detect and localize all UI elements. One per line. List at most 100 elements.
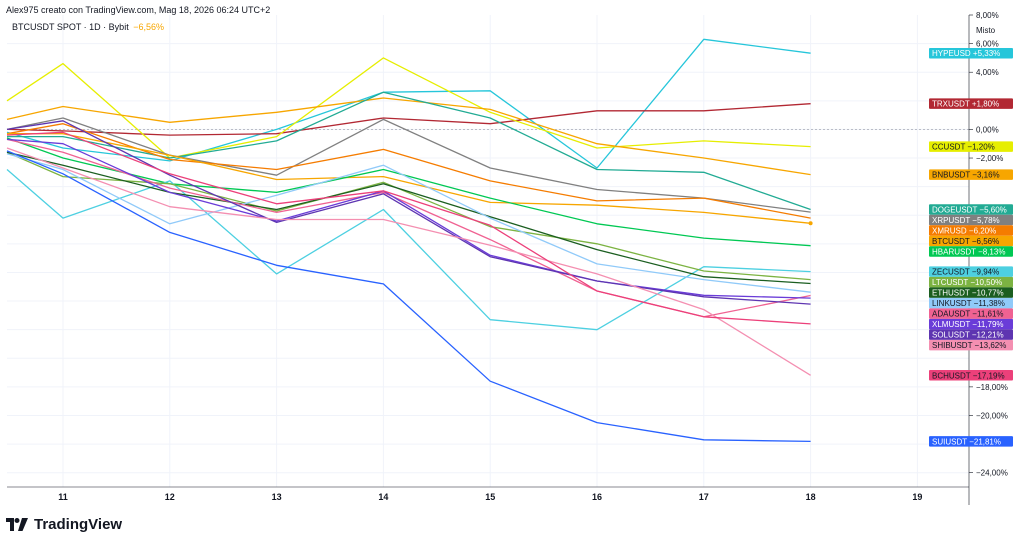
price-label-bg xyxy=(929,246,1013,257)
price-label-bg xyxy=(929,169,1013,180)
price-label-linkusdt[interactable]: LINKUSDT −11,38% xyxy=(929,297,1013,309)
price-label-bg xyxy=(929,276,1013,288)
symbol-legend[interactable]: BTCUSDT SPOT · 1D · Bybit −6,56% xyxy=(12,22,164,32)
price-label-text: LINKUSDT −11,38% xyxy=(932,299,1005,308)
series-line-dogeusdt[interactable] xyxy=(7,91,811,211)
series-line-bchusdt[interactable] xyxy=(6,131,811,325)
time-axis-ticks: 11 12 13 14 15 16 17 18 19 xyxy=(58,492,922,502)
series-line-hbarusdt[interactable] xyxy=(6,137,811,247)
scale-mode-label[interactable]: Misto xyxy=(976,26,996,35)
x-tick-label: 16 xyxy=(592,492,602,502)
price-label-bg xyxy=(929,141,1013,152)
price-label-bg xyxy=(929,47,1013,59)
price-label-text: DOGEUSDT −5,60% xyxy=(932,206,1007,215)
price-label-ethusdt[interactable]: ETHUSDT −10,77% xyxy=(929,287,1013,298)
price-label-xmrusd[interactable]: XMRUSD −6,20% xyxy=(929,225,1013,236)
price-label-bg xyxy=(929,287,1013,298)
y-tick-label: −2,00% xyxy=(976,154,1003,163)
series-endpoint-btcusdt xyxy=(808,221,813,226)
series-lines xyxy=(6,38,813,443)
price-label-text: ETHUSDT −10,77% xyxy=(932,289,1004,298)
price-label-text: ZECUSDT −9,94% xyxy=(932,268,999,277)
series-line-bnbusdt[interactable] xyxy=(6,97,811,176)
series-line-shibusdt[interactable] xyxy=(6,147,811,376)
price-label-bg xyxy=(929,436,1013,447)
price-label-text: SUIUSDT −21,81% xyxy=(932,437,1001,446)
series-line-xrpusdt[interactable] xyxy=(6,117,811,213)
series-line-suiusdt[interactable] xyxy=(6,150,811,443)
price-label-xrpusdt[interactable]: XRPUSDT −5,78% xyxy=(929,214,1013,226)
series-line-ltcusdt[interactable] xyxy=(6,151,811,281)
series-line-zecusdt[interactable] xyxy=(6,169,811,331)
symbol-change: −6,56% xyxy=(133,22,164,32)
series-line-hypeusd[interactable] xyxy=(6,38,811,169)
y-tick-label: −24,00% xyxy=(976,469,1008,478)
y-tick-label: 6,00% xyxy=(976,40,999,49)
price-label-text: BTCUSDT −6,56% xyxy=(932,237,999,246)
price-label-zecusdt[interactable]: ZECUSDT −9,94% xyxy=(929,266,1013,277)
series-line-trxusdt[interactable] xyxy=(6,103,811,136)
price-label-solusdt[interactable]: SOLUSDT −12,21% xyxy=(929,329,1013,340)
series-line-xmrusd[interactable] xyxy=(6,123,811,219)
series-line-ethusdt[interactable] xyxy=(6,151,811,285)
price-label-hypeusd[interactable]: HYPEUSD +5,33% xyxy=(929,47,1013,59)
price-label-bg xyxy=(929,204,1013,215)
x-tick-label: 19 xyxy=(912,492,922,502)
y-tick-label: −18,00% xyxy=(976,383,1008,392)
series-line-btcusdt[interactable] xyxy=(7,133,811,224)
price-label-bg xyxy=(929,214,1013,226)
price-label-suiusdt[interactable]: SUIUSDT −21,81% xyxy=(929,436,1013,447)
price-label-text: BCHUSDT −17,19% xyxy=(932,371,1005,380)
series-line-adausdt[interactable] xyxy=(6,138,811,318)
tradingview-logo-icon xyxy=(6,518,28,531)
series-line-ccusdt[interactable] xyxy=(6,57,811,159)
price-label-text: XMRUSD −6,20% xyxy=(932,227,996,236)
x-tick-label: 13 xyxy=(272,492,282,502)
y-tick-label: 8,00% xyxy=(976,11,999,20)
price-label-text: XLMUSDT −11,79% xyxy=(932,320,1004,329)
x-tick-label: 11 xyxy=(58,492,68,502)
price-label-text: SHIBUSDT −13,62% xyxy=(932,341,1006,350)
price-label-bg xyxy=(929,339,1013,351)
price-label-btcusdt[interactable]: BTCUSDT −6,56% xyxy=(929,235,1013,247)
series-line-solusdt[interactable] xyxy=(6,120,811,305)
x-tick-label: 14 xyxy=(378,492,388,502)
price-label-text: XRPUSDT −5,78% xyxy=(932,216,1000,225)
price-label-bg xyxy=(929,308,1013,319)
price-label-ltcusdt[interactable]: LTCUSDT −10,50% xyxy=(929,276,1013,288)
price-label-text: CCUSDT −1,20% xyxy=(932,143,995,152)
price-label-dogeusdt[interactable]: DOGEUSDT −5,60% xyxy=(929,204,1013,215)
x-tick-label: 15 xyxy=(485,492,495,502)
price-label-bchusdt[interactable]: BCHUSDT −17,19% xyxy=(929,370,1013,381)
price-label-trxusdt[interactable]: TRXUSDT +1,80% xyxy=(929,98,1013,109)
price-label-bnbusdt[interactable]: BNBUSDT −3,16% xyxy=(929,169,1013,180)
price-label-bg xyxy=(929,297,1013,309)
series-line-linkusdt[interactable] xyxy=(6,153,811,293)
y-tick-label: 0,00% xyxy=(976,125,999,134)
symbol-name: BTCUSDT SPOT · 1D · Bybit xyxy=(12,22,129,32)
price-label-shibusdt[interactable]: SHIBUSDT −13,62% xyxy=(929,339,1013,351)
price-label-ccusdt[interactable]: CCUSDT −1,20% xyxy=(929,141,1013,152)
author-line: Alex975 creato con TradingView.com, Mag … xyxy=(6,5,271,15)
price-label-bg xyxy=(929,318,1013,330)
price-label-bg xyxy=(929,235,1013,247)
price-label-bg xyxy=(929,266,1013,277)
price-label-text: ADAUSDT −11,61% xyxy=(932,310,1004,319)
price-axis-ticks: 8,00% 6,00% 4,00% 0,00% −2,00% −18,00% −20,00%… xyxy=(969,11,1008,478)
price-axis[interactable]: Misto xyxy=(7,15,996,505)
price-label-bg xyxy=(929,98,1013,109)
price-label-xlmusdt[interactable]: XLMUSDT −11,79% xyxy=(929,318,1013,330)
tradingview-logo[interactable]: TradingView xyxy=(6,516,122,533)
price-label-hbarusdt[interactable]: HBARUSDT −8,13% xyxy=(929,246,1013,257)
price-label-text: LTCUSDT −10,50% xyxy=(932,278,1002,287)
price-label-text: HBARUSDT −8,13% xyxy=(932,248,1005,257)
price-label-bg xyxy=(929,370,1013,381)
x-tick-label: 12 xyxy=(165,492,175,502)
tradingview-wordmark: TradingView xyxy=(34,516,123,533)
price-label-text: TRXUSDT +1,80% xyxy=(932,100,999,109)
price-label-text: HYPEUSD +5,33% xyxy=(932,49,1000,58)
price-label-text: SOLUSDT −12,21% xyxy=(932,331,1004,340)
price-label-adausdt[interactable]: ADAUSDT −11,61% xyxy=(929,308,1013,319)
y-tick-label: 4,00% xyxy=(976,68,999,77)
